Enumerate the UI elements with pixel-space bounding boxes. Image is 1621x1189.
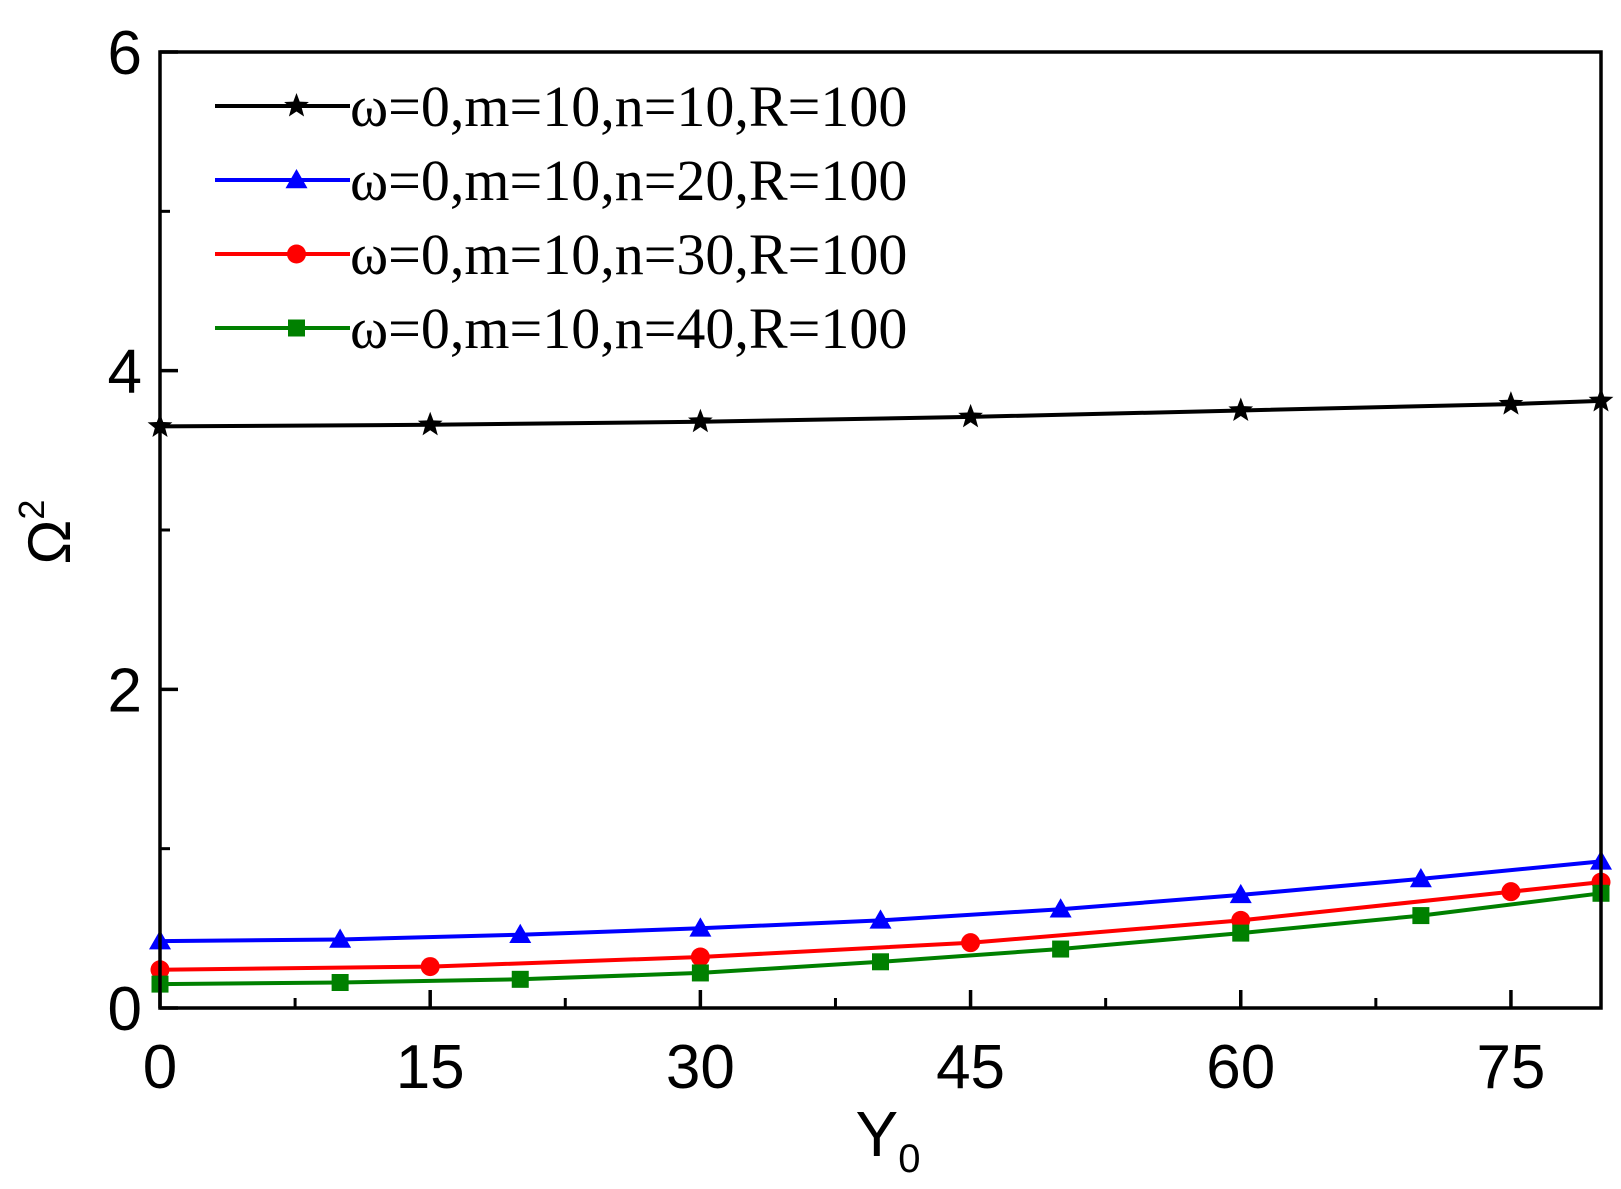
data-point [961,933,981,953]
data-point [869,909,892,929]
data-point [690,947,710,967]
x-axis-label-sub: 0 [898,1137,920,1181]
y-tick-label: 0 [108,975,142,1044]
plot-frame [158,50,1603,1010]
y-tick-label: 2 [108,656,142,725]
data-point [331,974,349,992]
legend-item: ω=0,m=10,n=40,R=100 [215,296,907,361]
x-tick-label: 60 [1206,1033,1275,1102]
y-axis-label-sup: 2 [11,500,52,520]
series-layer [147,387,1614,993]
data-point [417,411,443,436]
legend-marker [284,93,309,117]
legend-item: ω=0,m=10,n=30,R=100 [215,222,907,287]
x-axis-label-main: Y [856,1098,899,1170]
legend-label: ω=0,m=10,n=10,R=100 [350,74,907,139]
series-line [159,398,1602,429]
data-point [688,408,713,433]
data-point [689,917,712,937]
legend-item: ω=0,m=10,n=20,R=100 [215,148,907,213]
y-tick-label: 4 [108,338,142,407]
data-point [1412,907,1430,925]
legend-marker [287,244,306,264]
data-point [1501,882,1521,902]
data-point [958,403,983,428]
data-point [509,923,532,943]
x-tick-label: 15 [396,1033,465,1102]
legend-item: ω=0,m=10,n=10,R=100 [215,74,907,139]
legend-marker [285,169,308,189]
series-line [159,859,1602,944]
x-axis-label: Y0 [856,1098,921,1181]
legend-marker [288,319,305,337]
data-point [1232,924,1250,942]
data-point [1498,391,1524,415]
series-4 [151,884,1610,993]
series-1 [147,387,1614,437]
y-axis-label: Ω2 [11,500,83,565]
legend-label: ω=0,m=10,n=40,R=100 [350,296,907,361]
data-point [1409,867,1432,888]
y-tick-label: 6 [108,19,142,88]
ticks-layer: 0 15 30 45 60 75 0 2 4 6 [108,19,1546,1102]
data-point [1229,883,1252,904]
data-point [1052,940,1070,958]
x-tick-label: 75 [1476,1033,1545,1102]
data-point [1228,397,1254,421]
data-point [511,970,529,988]
data-point [420,957,440,977]
data-point [872,953,889,971]
legend-label: ω=0,m=10,n=20,R=100 [350,148,907,213]
data-point [691,964,709,982]
data-point [329,928,352,948]
legend: ω=0,m=10,n=10,R=100 ω=0,m=10,n=20,R=100 ω=… [215,74,907,361]
x-tick-label: 45 [936,1033,1005,1102]
x-tick-label: 30 [666,1033,735,1102]
y-axis-label-main: Ω [16,520,83,565]
series-2 [149,850,1612,950]
legend-label: ω=0,m=10,n=30,R=100 [350,222,907,287]
x-tick-label: 0 [143,1033,177,1102]
data-point [1049,898,1072,918]
